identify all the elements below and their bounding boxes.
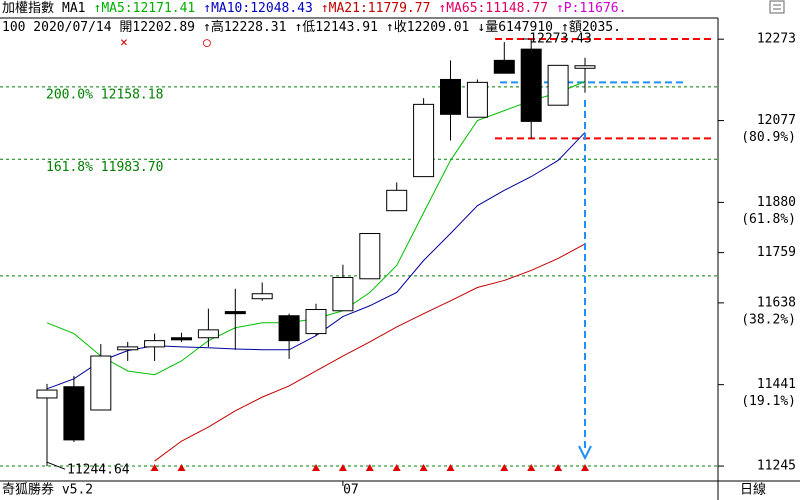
candle-body xyxy=(332,277,354,312)
signal-triangle xyxy=(581,464,589,471)
low-label: 11244.64 xyxy=(67,463,130,478)
signal-triangle xyxy=(446,464,455,471)
candle-body xyxy=(440,78,461,115)
candle-body xyxy=(251,293,273,300)
header-item: ↑收12209.01 xyxy=(386,20,469,35)
ma-line xyxy=(154,243,586,462)
candle-body xyxy=(574,65,596,69)
signal-triangle xyxy=(527,464,536,471)
y-tick-label: 11638 xyxy=(757,295,796,310)
header-item: ↑P:11676. xyxy=(556,1,626,16)
candle-body xyxy=(413,103,435,178)
low-pointer xyxy=(46,461,66,470)
y-tick-label: 11245 xyxy=(757,459,796,474)
signal-triangle xyxy=(365,464,374,471)
candle-body xyxy=(466,81,488,118)
signal-triangle xyxy=(177,464,186,471)
candle-body xyxy=(520,48,542,122)
footer-right: 日線 xyxy=(740,482,766,498)
y-tick-label: 12273 xyxy=(757,32,796,47)
header-item: ↑MA10:12048.43 xyxy=(203,1,313,16)
projection-arrowhead xyxy=(578,445,592,461)
candle-body xyxy=(547,64,569,106)
header-item: ↑MA21:11779.77 xyxy=(321,1,431,16)
header-item: ↑高12228.31 xyxy=(203,19,286,35)
header-item: 100 2020/07/14 開12202.89 xyxy=(2,20,195,35)
fib-label: (80.9%) xyxy=(741,130,796,145)
candle-body xyxy=(117,346,139,351)
signal-triangle xyxy=(500,464,509,471)
footer-left: 奇狐勝券 v5.2 xyxy=(2,482,93,498)
fib-label: (19.1%) xyxy=(741,394,796,409)
high-label: 12273.43 xyxy=(529,31,592,46)
candle-body xyxy=(171,337,192,341)
header-item: MA1 xyxy=(62,1,85,16)
signal-triangle xyxy=(150,464,159,471)
fib-label: (61.8%) xyxy=(741,212,796,227)
header-item: ↑額2035. xyxy=(561,20,621,35)
signal-triangle xyxy=(554,464,563,471)
header-item: ↓量6147910 xyxy=(477,20,553,35)
header-item: 加權指數 xyxy=(2,1,54,16)
candle-body xyxy=(144,340,166,348)
header-item: ↑低12143.91 xyxy=(294,20,377,35)
candle-body xyxy=(63,386,85,441)
level-label: 161.8% 11983.70 xyxy=(46,160,163,175)
fib-label: (38.2%) xyxy=(741,312,796,327)
signal-triangle xyxy=(392,464,401,471)
menu-icon[interactable] xyxy=(769,0,785,14)
candle-body xyxy=(90,355,112,411)
candle-body xyxy=(224,311,246,315)
signal-triangle xyxy=(419,464,428,471)
x-tick-label: 07 xyxy=(343,483,359,498)
header-line2: 100 2020/07/14 開12202.89 ↑高12228.31 ↑低1214… xyxy=(2,19,621,35)
y-tick-label: 12077 xyxy=(757,113,796,128)
signal-o: ○ xyxy=(203,36,211,51)
candle-body xyxy=(197,329,219,339)
header-item: ↑MA65:11148.77 xyxy=(438,1,548,16)
candle-body xyxy=(305,309,327,335)
candle-body xyxy=(493,59,515,74)
header-item: ↑MA5:12171.41 xyxy=(94,1,196,16)
signal-triangle xyxy=(312,464,320,471)
candle-body xyxy=(36,389,58,399)
signal-triangle xyxy=(338,464,347,471)
header-line1: 加權指數 MA1 ↑MA5:12171.41 ↑MA10:12048.43 ↑MA21:… xyxy=(2,1,626,16)
y-tick-label: 11759 xyxy=(757,245,796,260)
y-tick-label: 11880 xyxy=(757,195,796,210)
candle-body xyxy=(359,233,381,280)
candle-body xyxy=(386,189,408,212)
signal-x: × xyxy=(120,36,128,51)
level-label: 200.0% 12158.18 xyxy=(46,87,163,102)
y-tick-label: 11441 xyxy=(757,377,796,392)
candle-body xyxy=(278,315,300,342)
